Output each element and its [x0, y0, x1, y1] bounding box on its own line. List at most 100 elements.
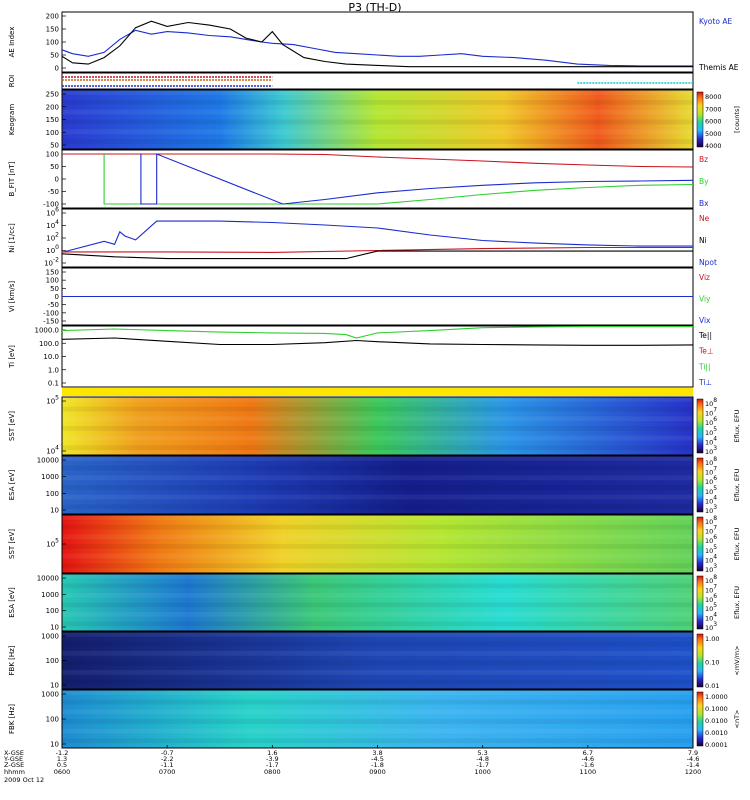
fbk_b-cbar-label: <nT> [733, 710, 741, 729]
sst_ion_eflux-band [62, 416, 693, 422]
b_field-series-by [103, 154, 694, 205]
keogram-cbar-label: [counts] [733, 106, 741, 133]
esa_ion_eflux-band [62, 494, 693, 500]
xaxis-row-label: X-GSE [4, 749, 24, 757]
density-legend-label: Ni [699, 236, 707, 245]
esa_ion_eflux-band [62, 485, 693, 490]
esa_ion_eflux-cbar-tick: 105 [705, 485, 717, 496]
esa_ion_eflux-band [62, 456, 693, 461]
sst_ion_eflux-cbar-tick: 103 [705, 445, 717, 456]
fbk_b-cbar-tick: 1.0000 [705, 693, 728, 701]
density-ytick: 104 [46, 219, 59, 230]
fbk_b-band [62, 719, 693, 724]
density-ytick: 102 [46, 232, 59, 243]
esa_elec_eflux-ytick: 1000 [41, 591, 59, 599]
b_field-ytick: 100 [46, 151, 59, 159]
panel-fbk_b: 1.0000 0.1000 0.0100 0.0010 0.0001 <nT> FBK [H… [8, 689, 741, 749]
temperature-background [62, 326, 693, 387]
panel-temperature: Ti [eV] 1000.0 100.0 10.0 1.0 0.1 Te|| Te⊥ Ti|| T… [8, 325, 713, 388]
keogram-band [62, 109, 693, 115]
b_field-ytick: 50 [50, 163, 59, 171]
keogram-cbar-tick: 7000 [705, 105, 722, 113]
panel-ae_index: AE Index 200 150 100 50 0 Kyoto AE Themis AE [8, 11, 739, 73]
b_field-ytick: -100 [43, 201, 59, 209]
esa_elec_eflux-band [62, 602, 693, 608]
roi-ylabel: ROI [8, 75, 16, 87]
xaxis-tick-label: -0.7 [161, 749, 174, 757]
fbk_b-band [62, 690, 693, 695]
temperature-series-ti- [61, 326, 693, 339]
sst_ion_eflux-cbar-label: Eflux, EFU [733, 409, 741, 442]
fbk_b-band [62, 699, 693, 705]
esa_ion_eflux-ytick: 1000 [41, 473, 59, 481]
ae_index-ylabel: AE Index [8, 27, 16, 58]
sst_elec_eflux-band [62, 534, 693, 540]
xaxis-tick-label: 5.3 [477, 749, 487, 757]
velocity-ytick: 150 [46, 269, 59, 277]
keogram-ytick: 100 [46, 129, 59, 137]
esa_elec_eflux-frame [61, 573, 694, 632]
esa_elec_eflux-ylabel: ESA [eV] [8, 587, 16, 618]
ae_index-ytick: 50 [50, 52, 59, 60]
sst_elec_eflux-cbar-tick: 103 [705, 563, 717, 574]
fbk_b-cbar-tick: 0.1000 [705, 705, 728, 713]
separator-bar [62, 388, 693, 396]
xaxis-tick-label: -1.1 [161, 761, 174, 769]
temperature-series-te- [61, 337, 694, 346]
xaxis-tick-label: -1.6 [581, 761, 594, 769]
fbk_e-ylabel: FBK [Hz] [8, 645, 16, 675]
b_field-series-bx [140, 153, 694, 205]
sst_ion_eflux-band [62, 445, 693, 451]
fbk_e-cbar-tick: 0.01 [705, 682, 719, 690]
temperature-legend-label: Te|| [698, 331, 712, 340]
density-legend-label: Npot [699, 258, 717, 267]
velocity-legend-label: Viy [699, 295, 711, 304]
esa_elec_eflux-colorbar [696, 575, 704, 630]
b_field-ylabel: B_FIT [nT] [8, 161, 16, 196]
fbk_e-ytick: 10 [50, 682, 59, 690]
sst_ion_eflux-ytick: 104 [46, 445, 59, 456]
xaxis-tick-label: -1.7 [476, 761, 489, 769]
ae_index-ytick: 150 [46, 26, 59, 34]
velocity-legend-label: Viz [699, 273, 710, 282]
density-background [62, 209, 693, 267]
esa_ion_eflux-ylabel: ESA [eV] [8, 469, 16, 500]
xaxis-tick-label: -4.5 [371, 755, 384, 763]
esa_elec_eflux-ytick: 10 [50, 624, 59, 632]
esa_elec_eflux-cbar-label: Eflux, EFU [733, 586, 741, 619]
ae_index-series-themis-ae [61, 20, 693, 68]
keogram-band [62, 90, 693, 95]
xaxis-tick-label: -4.8 [476, 755, 489, 763]
fbk_e-band [62, 679, 693, 685]
keogram-band [62, 129, 693, 135]
esa_elec_eflux-band [62, 612, 693, 617]
esa_ion_eflux-heatmap [62, 456, 693, 514]
xaxis-tick-label: 1.6 [267, 749, 277, 757]
fbk_b-ytick: 1000 [41, 691, 59, 699]
b_field-legend-label: Bx [699, 199, 709, 208]
esa_elec_eflux-heatmap [62, 574, 693, 631]
xaxis-tick-label: -1.8 [371, 761, 384, 769]
fbk_b-colorbar [696, 691, 704, 747]
xaxis-tick-label: 6.7 [583, 749, 593, 757]
sst_ion_eflux-ylabel: SST [eV] [8, 411, 16, 441]
density-ytick: 100 [46, 244, 59, 255]
fbk_b-band [62, 728, 693, 734]
esa_ion_eflux-cbar-tick: 108 [705, 456, 717, 467]
xaxis-tick-label: 0900 [369, 768, 386, 776]
plot-title: P3 (TH-D) [348, 1, 401, 14]
esa_elec_eflux-cbar-tick: 103 [705, 621, 717, 632]
esa_ion_eflux-band [62, 504, 693, 510]
b_field-legend-label: By [699, 177, 709, 186]
sst_elec_eflux-ytick: 105 [46, 538, 59, 549]
xaxis-tick-label: -1.2 [56, 749, 69, 757]
esa_elec_eflux-band [62, 583, 693, 589]
b_field-series-bz [62, 153, 694, 168]
esa_elec_eflux-cbar-tick: 106 [705, 593, 717, 604]
esa_elec_eflux-band [62, 574, 693, 579]
keogram-ytick: 200 [46, 103, 59, 111]
